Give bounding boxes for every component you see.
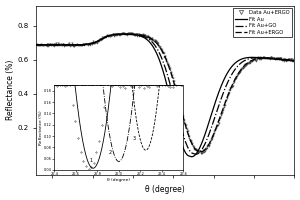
- X-axis label: θ (degree): θ (degree): [146, 185, 185, 194]
- Y-axis label: Reflectance (%): Reflectance (%): [6, 60, 15, 120]
- Legend: Data Au+ERGO, Fit Au, Fit Au+GO, Fit Au+ERGO: Data Au+ERGO, Fit Au, Fit Au+GO, Fit Au+…: [233, 8, 292, 37]
